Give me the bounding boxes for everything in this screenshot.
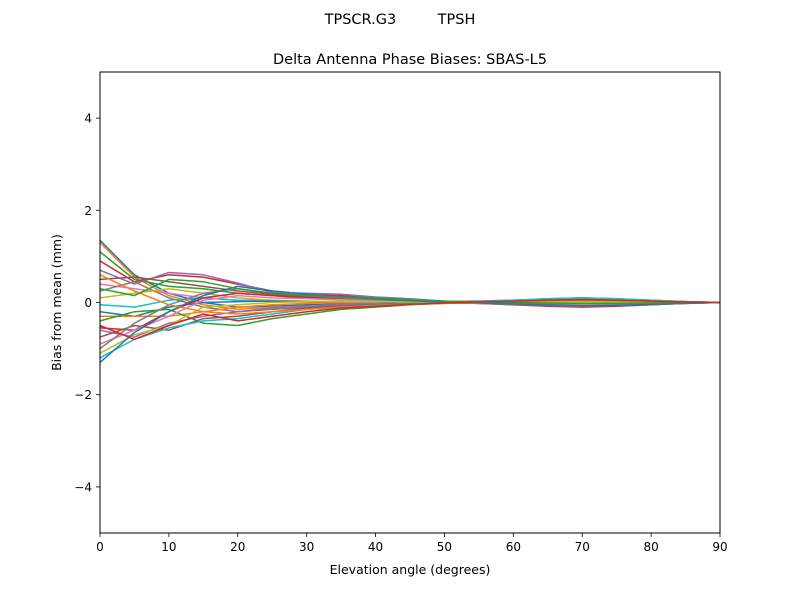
x-tick-label: 50 (437, 540, 452, 554)
series-lines (99, 239, 721, 363)
y-tick-label: 4 (84, 112, 92, 126)
chart-title: Delta Antenna Phase Biases: SBAS-L5 (273, 52, 547, 68)
y-tick-label: −4 (74, 480, 92, 494)
y-tick-label: 2 (84, 204, 92, 218)
y-tick-label: −2 (74, 388, 92, 402)
series-line-19 (99, 300, 720, 354)
y-tick-label: 0 (84, 296, 92, 310)
x-tick-label: 20 (230, 540, 245, 554)
series-line-24 (99, 298, 721, 341)
series-line-23 (99, 278, 720, 305)
x-tick-label: 90 (712, 540, 727, 554)
suptitle: TPSCR.G3 TPSH (324, 12, 476, 28)
y-axis-label: Bias from mean (mm) (49, 234, 64, 371)
x-tick-label: 40 (368, 540, 383, 554)
x-axis-label: Elevation angle (degrees) (330, 562, 491, 577)
x-tick-label: 0 (96, 540, 104, 554)
x-tick-label: 10 (161, 540, 176, 554)
x-tick-label: 30 (299, 540, 314, 554)
x-tick-label: 60 (506, 540, 521, 554)
x-axis: 0 10 20 30 40 50 60 70 80 90 (96, 533, 728, 554)
y-axis: −4 −2 0 2 4 (74, 112, 100, 494)
series-line-21 (99, 285, 721, 363)
x-tick-label: 80 (643, 540, 658, 554)
x-tick-label: 70 (575, 540, 590, 554)
